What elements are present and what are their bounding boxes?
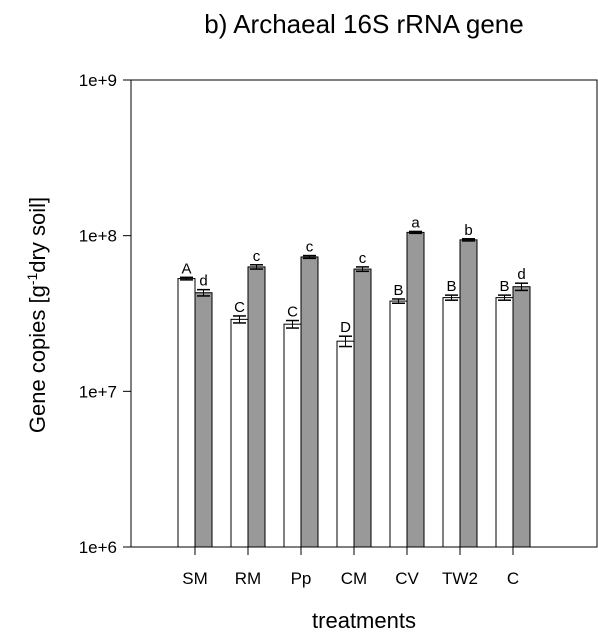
bar [495,297,514,548]
y-axis-label: Gene copies [g-1dry soil] [24,197,50,433]
significance-label: A [181,260,191,277]
significance-label: b [464,222,472,239]
bar [336,340,355,548]
y-tick-label: 1e+8 [79,227,117,246]
category-label: C [507,569,519,588]
significance-label: B [446,278,456,295]
significance-label: c [359,250,367,267]
significance-label: C [287,304,298,321]
bar [442,297,461,548]
category-label: Pp [291,569,312,588]
significance-label: C [234,299,245,316]
bar [300,256,319,548]
bar [389,300,408,548]
x-axis-label: treatments [312,608,416,633]
significance-label: B [499,278,509,295]
chart-title: b) Archaeal 16S rRNA gene [204,9,523,39]
category-label: RM [235,569,261,588]
category-label: TW2 [442,569,478,588]
y-tick-label: 1e+7 [79,382,117,401]
bar [230,318,249,548]
bar [406,231,425,548]
y-tick-label: 1e+9 [79,71,117,90]
category-label: SM [182,569,208,588]
significance-label: D [340,319,351,336]
bar [283,323,302,548]
bar [353,268,372,548]
significance-label: d [517,266,525,283]
category-label: CM [341,569,367,588]
significance-label: a [411,214,420,231]
bar [512,286,531,548]
bar [459,239,478,548]
significance-label: d [199,273,207,290]
bar [194,292,213,548]
significance-label: c [306,239,314,256]
significance-label: B [393,282,403,299]
significance-label: c [253,248,261,265]
y-tick-label: 1e+6 [79,538,117,557]
bar [247,266,266,548]
category-label: CV [395,569,419,588]
bar [177,278,196,548]
